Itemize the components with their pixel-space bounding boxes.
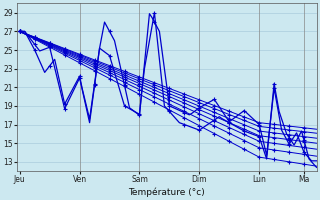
X-axis label: Température (°c): Température (°c) (129, 187, 205, 197)
